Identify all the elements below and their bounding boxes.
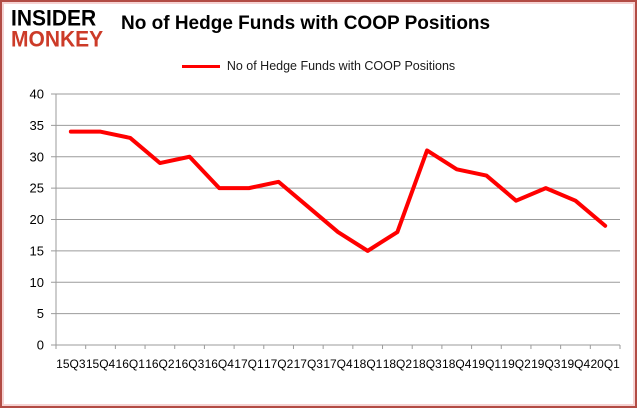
legend: No of Hedge Funds with COOP Positions [2, 59, 635, 73]
y-axis-label: 40 [30, 87, 44, 102]
legend-line-swatch [181, 64, 220, 68]
x-axis-label: 17Q2 [264, 357, 294, 371]
logo-word-insider: INSIDER [11, 6, 97, 31]
x-axis-label: 20Q1 [590, 357, 620, 371]
y-axis-label: 0 [37, 338, 44, 353]
y-axis-label: 10 [30, 275, 44, 290]
x-axis-label: 18Q1 [353, 357, 383, 371]
x-axis-label: 18Q4 [442, 357, 472, 371]
series-line [68, 129, 608, 253]
logo-word-monkey: MONKEY [11, 27, 104, 52]
x-axis-label: 19Q4 [561, 357, 591, 371]
x-axis-label: 16Q2 [145, 357, 175, 371]
y-axis-label: 15 [30, 243, 44, 258]
x-axis-label: 17Q3 [294, 357, 324, 371]
y-axis-label: 25 [30, 181, 44, 196]
insider-monkey-logo: INSIDER MONKEY [11, 6, 104, 52]
x-axis-label: 16Q4 [205, 357, 235, 371]
x-axis-label: 15Q3 [56, 357, 86, 371]
y-axis-label: 30 [30, 149, 44, 164]
x-axis-label: 17Q1 [234, 357, 264, 371]
y-axis-label: 35 [30, 118, 44, 133]
x-axis-label: 19Q3 [531, 357, 561, 371]
x-axis-label: 19Q1 [472, 357, 502, 371]
x-axis-label: 16Q3 [175, 357, 205, 371]
x-axis-label: 19Q2 [501, 357, 531, 371]
page-title: No of Hedge Funds with COOP Positions [121, 13, 491, 34]
legend-label: No of Hedge Funds with COOP Positions [226, 59, 456, 73]
y-axis-label: 5 [37, 306, 44, 321]
x-axis-label: 15Q4 [86, 357, 116, 371]
x-axis-label: 16Q1 [116, 357, 146, 371]
x-axis-label: 18Q3 [412, 357, 442, 371]
x-axis-label: 17Q4 [323, 357, 353, 371]
y-axis-label: 20 [30, 212, 44, 227]
x-axis-label: 18Q2 [383, 357, 413, 371]
